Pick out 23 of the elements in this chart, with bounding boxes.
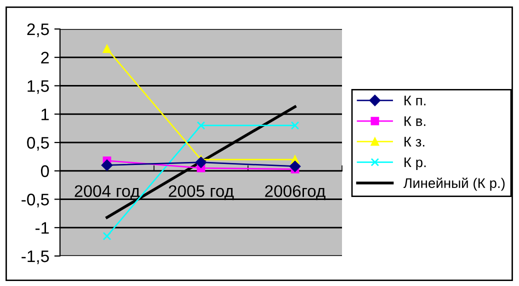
- point: [195, 156, 207, 168]
- legend-label: Линейный (К р.): [404, 178, 505, 191]
- y-tick-label: 0,5: [27, 136, 49, 151]
- x-tick-label: 2005 год: [168, 185, 234, 200]
- y-tick-label: 2: [41, 52, 49, 64]
- legend-label: К п.: [404, 96, 426, 106]
- y-tick-label: -1,5: [22, 250, 49, 264]
- x-tick-label: 2006год: [265, 185, 326, 200]
- y-tick-label: -1: [36, 222, 49, 234]
- y-tick-label: 1,5: [28, 80, 49, 94]
- point: [101, 160, 113, 171]
- point: [102, 44, 112, 54]
- y-tick-label: 0: [40, 165, 49, 178]
- point: [102, 232, 112, 240]
- legend-label: К в.: [404, 116, 426, 126]
- point: [289, 160, 301, 172]
- legend-label: К з.: [404, 136, 424, 147]
- y-tick-label: 1: [42, 108, 49, 120]
- y-tick-label: 2,5: [27, 23, 49, 38]
- point: [196, 121, 206, 130]
- legend-label: К р.: [404, 158, 426, 170]
- point: [290, 121, 300, 130]
- y-tick-label: -0,5: [22, 194, 49, 208]
